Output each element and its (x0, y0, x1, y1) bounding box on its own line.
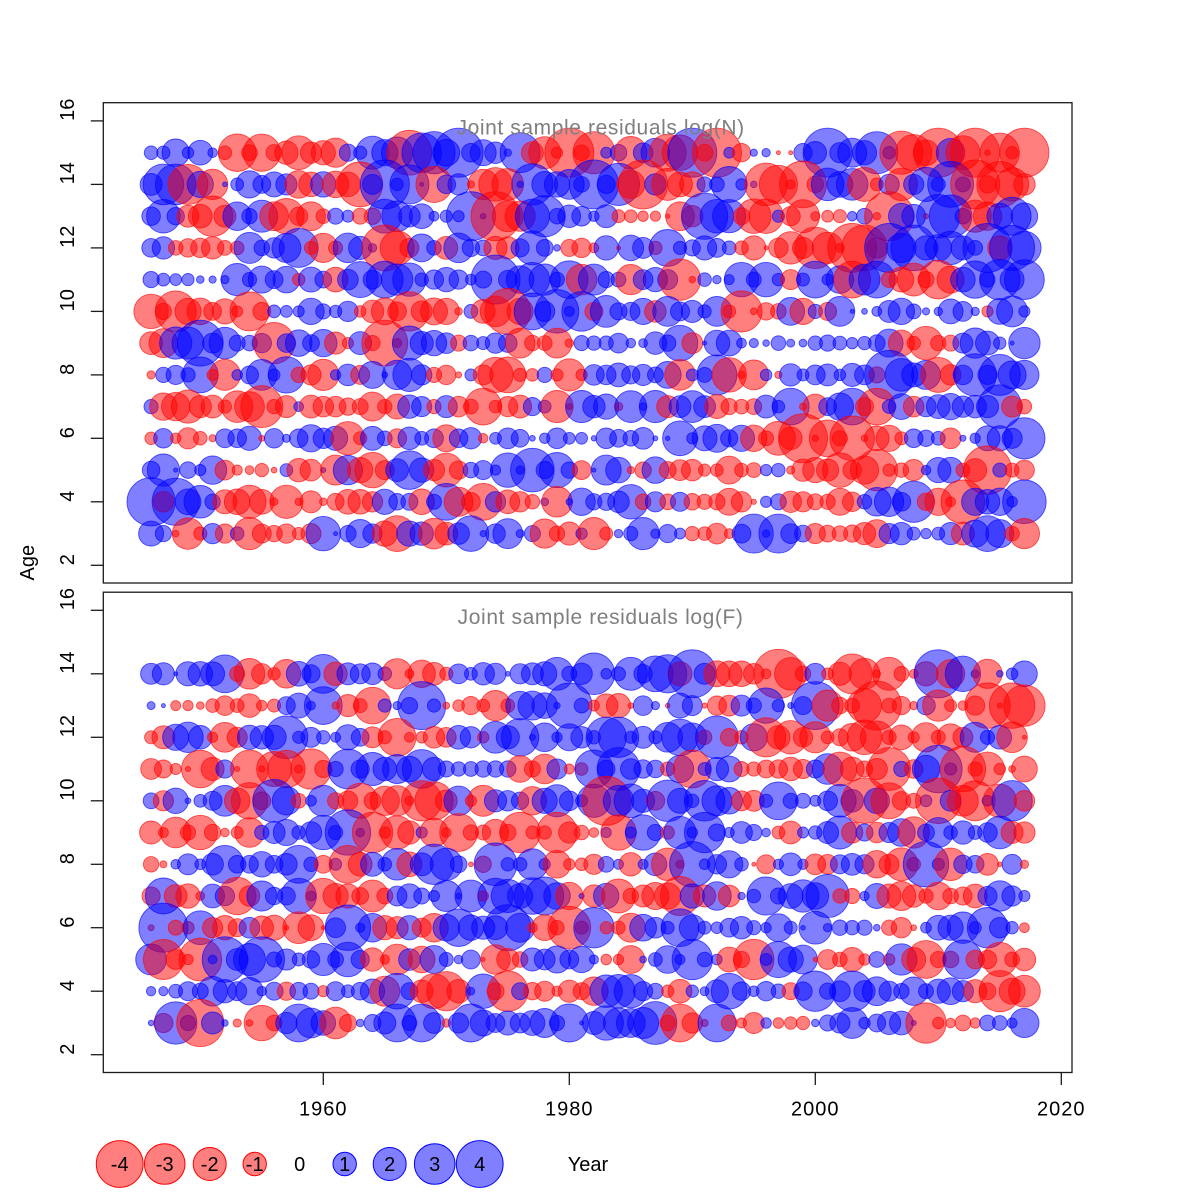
svg-text:2000: 2000 (791, 1099, 840, 1121)
svg-text:-1: -1 (246, 1154, 264, 1176)
svg-text:1: 1 (339, 1154, 350, 1176)
svg-text:10: 10 (57, 289, 79, 311)
svg-text:12: 12 (57, 715, 79, 737)
svg-text:2020: 2020 (1037, 1099, 1086, 1121)
svg-text:1960: 1960 (299, 1099, 348, 1121)
svg-text:12: 12 (57, 226, 79, 248)
svg-text:3: 3 (429, 1154, 440, 1176)
svg-text:-3: -3 (156, 1154, 174, 1176)
svg-text:16: 16 (57, 99, 79, 121)
svg-text:Year: Year (568, 1154, 609, 1176)
svg-text:-4: -4 (111, 1154, 129, 1176)
svg-text:0: 0 (294, 1154, 305, 1176)
svg-text:Joint sample residuals log(N): Joint sample residuals log(N) (457, 116, 745, 139)
svg-text:4: 4 (57, 980, 79, 991)
svg-text:2: 2 (57, 1044, 79, 1055)
svg-text:4: 4 (57, 491, 79, 502)
svg-text:14: 14 (57, 162, 79, 184)
svg-text:1980: 1980 (545, 1099, 594, 1121)
svg-text:6: 6 (57, 917, 79, 928)
svg-text:Age: Age (17, 545, 39, 581)
svg-text:6: 6 (57, 427, 79, 438)
svg-text:Joint sample residuals log(F): Joint sample residuals log(F) (458, 606, 744, 629)
svg-text:14: 14 (57, 652, 79, 674)
svg-text:16: 16 (57, 588, 79, 610)
svg-text:8: 8 (57, 364, 79, 375)
svg-text:2: 2 (57, 554, 79, 565)
svg-text:2: 2 (384, 1154, 395, 1176)
svg-text:4: 4 (474, 1154, 485, 1176)
svg-text:-2: -2 (201, 1154, 219, 1176)
svg-text:8: 8 (57, 853, 79, 864)
svg-text:10: 10 (57, 779, 79, 801)
